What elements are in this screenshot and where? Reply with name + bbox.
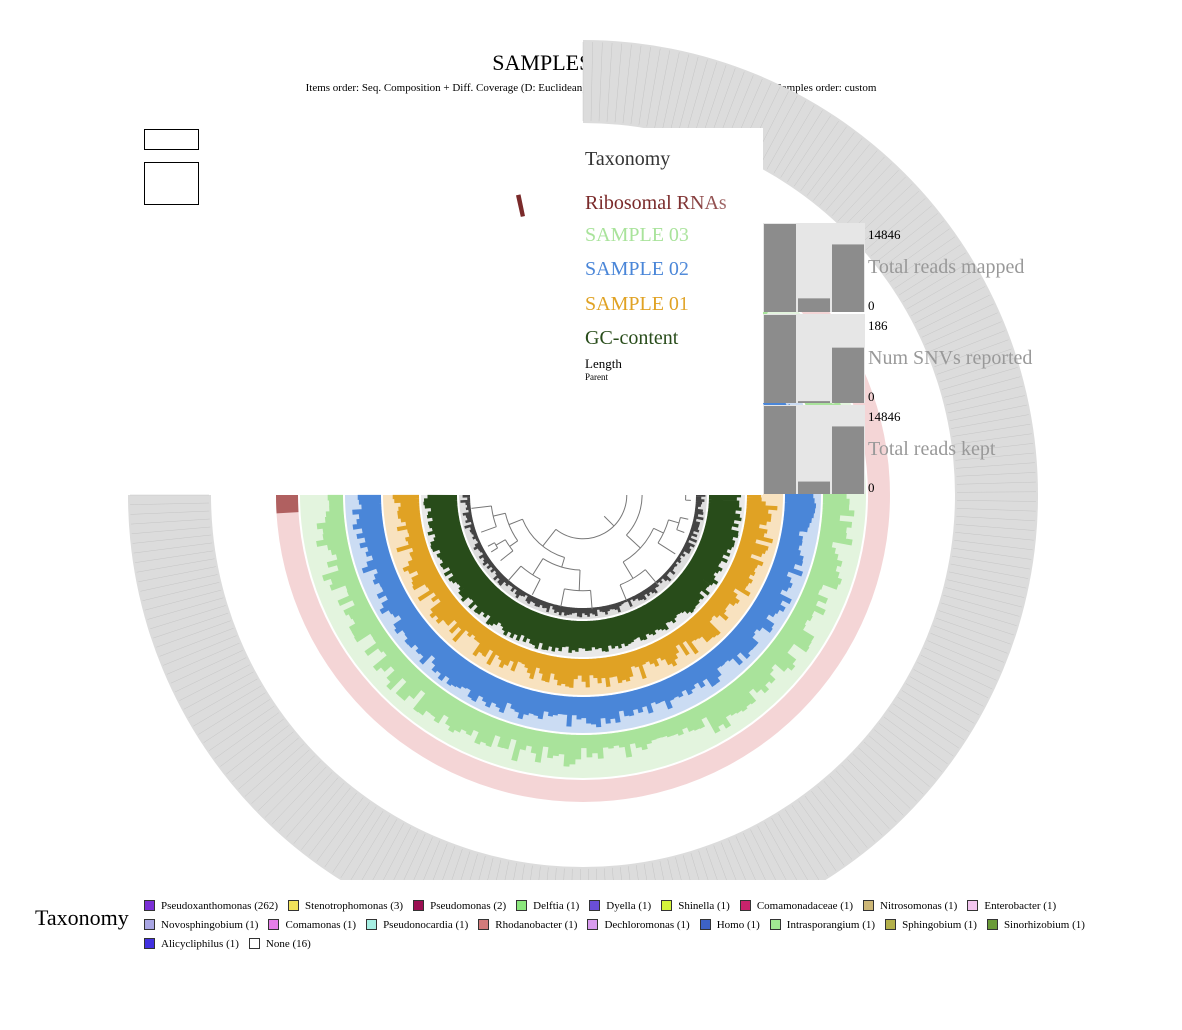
sample-bar-max: 14846 [868,227,901,242]
legend-swatch [739,900,751,911]
layer-label: SAMPLE 02 [585,258,689,280]
legend-item[interactable]: Pseudoxanthomonas (262) [144,897,278,914]
sample-bar [832,244,864,312]
legend-label: Sinorhizobium (1) [1003,918,1085,931]
legend-item[interactable]: Sinorhizobium (1) [986,916,1085,933]
legend-swatch [769,919,781,930]
legend-swatch [144,900,155,911]
legend-label: Alicycliphilus (1) [161,937,239,950]
sample-bar-max: 14846 [868,409,901,424]
legend-item[interactable]: Rhodanobacter (1) [478,916,577,933]
legend-swatch [885,919,897,930]
legend-label: Comamonadaceae (1) [756,899,854,912]
mini-legend-box-1[interactable] [144,129,199,150]
legend-item[interactable]: Alicycliphilus (1) [144,935,239,952]
sample-bar-name: Total reads mapped [868,256,1024,278]
legend-label: Pseudoxanthomonas (262) [161,899,279,912]
sample-bar-name: Total reads kept [868,438,996,460]
legend-swatch [863,900,875,911]
legend-swatch [699,919,711,930]
sample-bar-max: 186 [868,318,888,333]
legend-swatch [478,919,490,930]
legend-label: Stenotrophomonas (3) [305,899,404,912]
legend-swatch [967,900,979,911]
legend-item[interactable]: Novosphingobium (1) [144,916,258,933]
sample-bar [832,347,864,403]
layer-label: Taxonomy [585,148,670,170]
legend-label: Novosphingobium (1) [161,918,259,931]
label-fade [673,128,763,398]
legend-swatch [248,938,260,949]
legend-label: None (16) [265,937,311,950]
legend-swatch [144,919,155,930]
ribosomal-hit-2 [276,495,299,514]
legend-item[interactable]: Pseudonocardia (1) [366,916,468,933]
legend-label: Dechloromonas (1) [604,918,690,931]
legend-item[interactable]: Delftia (1) [516,897,579,914]
legend-item[interactable]: None (16) [248,935,311,952]
sample-bar-name: Num SNVs reported [868,347,1032,369]
legend-item[interactable]: Comamonadaceae (1) [739,897,854,914]
legend-label: Rhodanobacter (1) [495,918,578,931]
legend-item[interactable]: Pseudomonas (2) [413,897,506,914]
layer-label: GC-content [585,327,679,349]
legend-label: Shinella (1) [678,899,730,912]
ribosomal-hit [516,194,525,217]
legend-label: Delftia (1) [533,899,580,912]
legend-label: Intrasporangium (1) [786,918,876,931]
legend-item[interactable]: Stenotrophomonas (3) [288,897,403,914]
mini-legend-box-2[interactable] [144,162,199,205]
legend-item[interactable]: Comamonas (1) [268,916,356,933]
sample-bar-min: 0 [868,298,875,313]
layer-label: SAMPLE 03 [585,224,689,246]
sample-bar [798,401,830,403]
legend-label: Nitrosomonas (1) [880,899,958,912]
legend-label: Pseudomonas (2) [430,899,507,912]
legend-label: Pseudonocardia (1) [383,918,469,931]
legend-swatch [587,919,599,930]
sample-bar [764,315,796,403]
legend-item[interactable]: Homo (1) [699,916,760,933]
legend-swatch [589,900,601,911]
legend-item[interactable]: Dyella (1) [589,897,651,914]
legend-title: Taxonomy [35,905,129,930]
taxonomy-legend: Pseudoxanthomonas (262) Stenotrophomonas … [144,897,1174,954]
sample-bar [798,298,830,312]
legend-item[interactable]: Enterobacter (1) [967,897,1056,914]
legend-swatch [413,900,425,911]
legend-item[interactable]: Intrasporangium (1) [769,916,876,933]
legend-label: Enterobacter (1) [984,899,1057,912]
legend-swatch [366,919,378,930]
legend-item[interactable]: Dechloromonas (1) [587,916,690,933]
legend-label: Homo (1) [716,918,760,931]
layer-label: SAMPLE 01 [585,293,689,315]
legend-swatch [516,900,528,911]
legend-swatch [288,900,300,911]
sample-bar [764,406,796,494]
sample-bar [832,426,864,494]
layer-label: Parent [585,372,608,382]
legend-label: Dyella (1) [606,899,652,912]
legend-item[interactable]: Shinella (1) [661,897,730,914]
legend-item[interactable]: Sphingobium (1) [885,916,977,933]
legend-label: Comamonas (1) [285,918,357,931]
taxonomy-item-lines [130,42,1036,880]
sample-bar-min: 0 [868,389,875,404]
legend-item[interactable]: Nitrosomonas (1) [863,897,957,914]
legend-swatch [661,900,673,911]
sample-bar [798,481,830,494]
layer-label: Length [585,356,622,371]
sample-bar-min: 0 [868,480,875,495]
sample-bar [764,224,796,312]
legend-swatch [268,919,280,930]
legend-swatch [144,938,155,949]
legend-swatch [986,919,998,930]
legend-label: Sphingobium (1) [902,918,977,931]
